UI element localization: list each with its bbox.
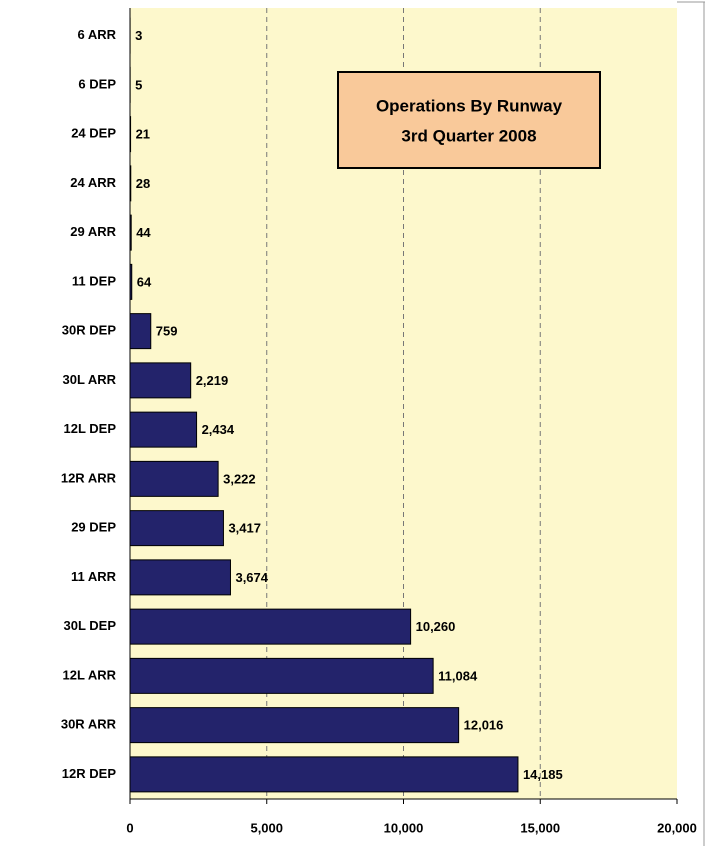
x-tick-label: 20,000 [657,820,697,835]
chart-subtitle: 3rd Quarter 2008 [401,126,536,145]
y-tick-label: 29 DEP [71,520,116,535]
bar [129,510,224,547]
bar [129,116,132,153]
y-tick-label: 12L ARR [63,667,117,682]
bar [129,460,219,497]
data-label: 21 [136,127,150,142]
y-tick-label: 30R ARR [61,717,117,732]
y-tick-label: 12R ARR [61,470,117,485]
data-label: 11,084 [438,668,478,683]
data-label: 5 [135,77,142,92]
bar [129,657,434,694]
bar [129,707,460,744]
data-label: 3,222 [223,471,256,486]
x-tick-label: 5,000 [250,820,283,835]
y-tick-label: 12R DEP [62,766,117,781]
y-tick-label: 30R DEP [62,323,117,338]
data-label: 3 [135,28,142,43]
y-tick-label: 29 ARR [70,224,116,239]
x-tick-label: 0 [126,820,133,835]
x-tick-label: 10,000 [384,820,424,835]
y-tick-label: 30L DEP [63,618,116,633]
data-label: 10,260 [416,619,456,634]
data-label: 3,417 [228,521,261,536]
data-label: 12,016 [464,718,504,733]
bar [129,313,152,350]
data-label: 2,434 [202,422,235,437]
data-label: 14,185 [523,767,563,782]
chart-title: Operations By Runway [376,96,563,115]
data-label: 28 [136,176,150,191]
y-tick-label: 6 DEP [78,76,116,91]
y-tick-label: 11 ARR [71,569,117,584]
data-label: 64 [137,274,152,289]
data-label: 2,219 [196,373,229,388]
data-label: 44 [136,225,151,240]
y-tick-label: 30L ARR [63,372,117,387]
y-tick-label: 11 DEP [72,273,116,288]
bar [129,165,132,202]
x-tick-label: 15,000 [520,820,560,835]
bar [129,263,133,300]
bar [129,214,132,251]
data-label: 759 [156,324,178,339]
y-tick-label: 24 ARR [70,175,116,190]
bar [129,756,519,793]
bar [129,559,231,596]
bar [129,362,192,399]
bar [129,411,198,448]
y-tick-label: 24 DEP [71,126,116,141]
data-label: 3,674 [235,570,268,585]
bar [129,608,412,645]
title-box [337,71,601,169]
y-tick-label: 12L DEP [63,421,116,436]
y-tick-label: 6 ARR [77,27,116,42]
